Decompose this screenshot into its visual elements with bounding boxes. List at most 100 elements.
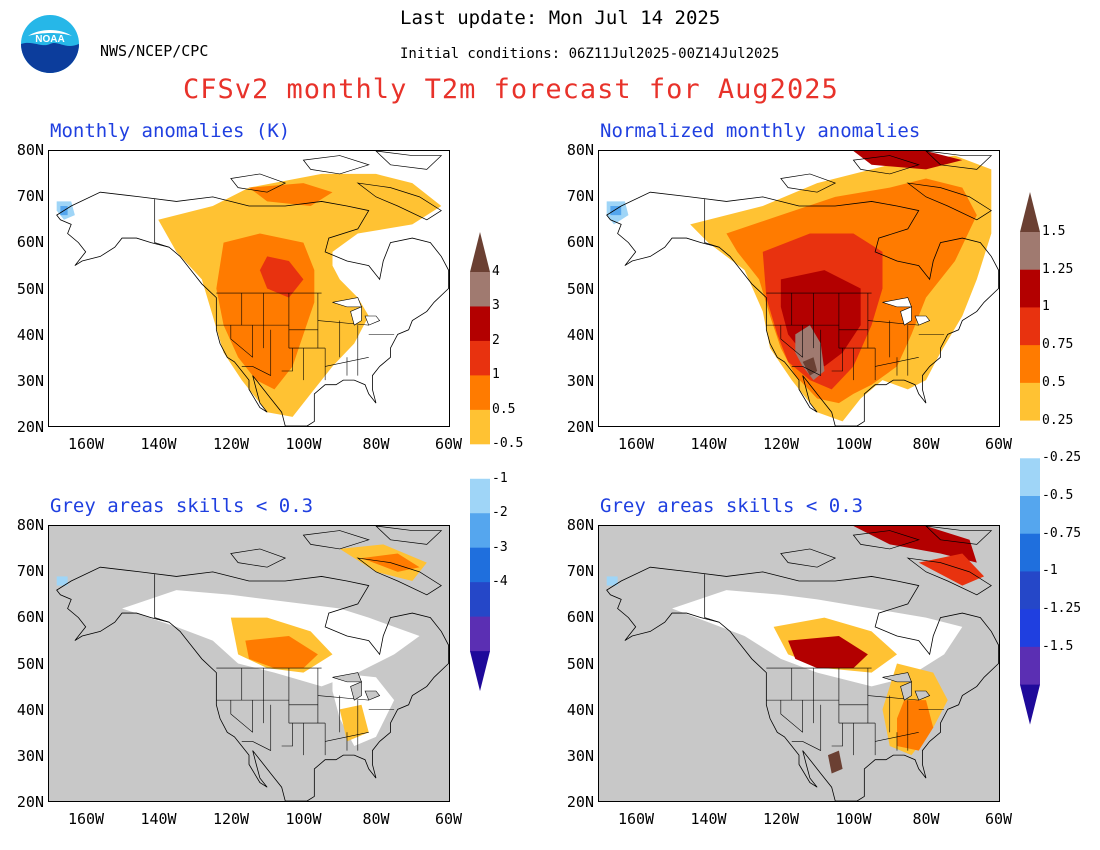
island-outline	[906, 557, 992, 596]
map-panel-skill-masked-normalized	[598, 525, 1000, 802]
lake-outline	[914, 315, 931, 326]
anomaly-region	[896, 700, 934, 751]
lat-label: 70N	[566, 562, 594, 581]
lat-label: 30N	[566, 371, 594, 390]
state-border	[317, 695, 369, 701]
lat-label: 50N	[566, 654, 594, 673]
colorbar-left-tick-label: -4	[492, 574, 508, 590]
island-outline	[925, 526, 993, 545]
colorbar-left-swatch	[470, 616, 490, 652]
last-update: Last update: Mon Jul 14 2025	[400, 7, 721, 29]
lon-label: 120W	[212, 435, 250, 453]
state-border	[791, 741, 821, 751]
page-title: CFSv2 monthly T2m forecast for Aug2025	[183, 74, 839, 105]
lon-label: 100W	[285, 435, 322, 453]
coastline	[56, 191, 449, 426]
colorbar-left-swatch	[470, 513, 490, 549]
colorbar-left-swatch	[470, 478, 490, 514]
anomaly-region	[853, 151, 963, 170]
island-outline	[906, 182, 992, 221]
anomaly-region	[259, 256, 304, 298]
svg-text:NOAA: NOAA	[35, 34, 64, 45]
colorbar-right-swatch	[1020, 571, 1040, 610]
island-outline	[925, 151, 993, 170]
island-outline	[302, 530, 370, 550]
anomaly-region	[827, 750, 843, 774]
colorbar-right-swatch	[1020, 345, 1040, 384]
colorbar-right-swatch	[1020, 420, 1040, 459]
lat-label: 20N	[16, 418, 44, 436]
colorbar-right-swatch	[1020, 307, 1040, 346]
island-outline	[852, 530, 920, 550]
colorbar-left-tick-label: 4	[492, 264, 500, 279]
colorbar-left-swatch	[470, 444, 490, 480]
colorbar-left-swatch	[470, 272, 490, 307]
island-outline	[356, 557, 442, 596]
lat-label: 30N	[16, 371, 44, 390]
anomaly-region	[853, 526, 977, 563]
island-outline	[302, 155, 370, 175]
lon-label: 100W	[835, 435, 872, 453]
state-border	[831, 723, 843, 747]
lon-label: 160W	[617, 435, 655, 453]
map-panel-skill-masked-anomalies	[48, 525, 450, 802]
lat-label: 60N	[566, 233, 594, 252]
island-outline	[780, 173, 837, 193]
panel-title-top-left: Monthly anomalies (K)	[50, 120, 291, 142]
lat-label: 70N	[566, 187, 594, 206]
colorbar-right-swatch	[1020, 496, 1040, 535]
state-border	[867, 695, 919, 701]
lat-label: 20N	[16, 793, 44, 811]
colorbar-left-tick-label: -2	[492, 505, 508, 521]
island-outline	[375, 151, 443, 170]
state-border	[281, 348, 293, 372]
colorbar-right-tick-label: 1	[1042, 299, 1050, 315]
colorbar-right-tick-label: 1.25	[1042, 261, 1074, 277]
colorbar-right-tick-label: -0.25	[1042, 450, 1082, 466]
lon-label: 60W	[434, 435, 463, 453]
state-border	[230, 700, 253, 733]
colorbar-left-tick-label: -0.5	[492, 436, 524, 452]
colorbar-left-tick-label: 2	[492, 332, 500, 348]
lake-outline	[900, 306, 912, 326]
colorbar-left-arrow-top	[470, 232, 490, 272]
anomaly-region	[918, 553, 985, 586]
agency-label: NWS/NCEP/CPC	[100, 42, 209, 60]
colorbar-right-tick-label: -1.5	[1042, 638, 1074, 654]
colorbar-left-tick-label: 3	[492, 298, 500, 314]
lon-label: 160W	[67, 810, 105, 828]
colorbar-right-swatch	[1020, 458, 1040, 497]
lon-label: 100W	[835, 810, 872, 828]
state-border	[831, 348, 843, 372]
colorbar-right-tick-label: -1.25	[1042, 601, 1082, 617]
lon-label: 160W	[67, 435, 105, 453]
colorbar-left-tick-label: -1	[492, 470, 508, 486]
lat-label: 50N	[16, 654, 44, 673]
colorbar-right-swatch	[1020, 646, 1040, 686]
lon-label: 140W	[140, 810, 177, 828]
lat-label: 50N	[566, 279, 594, 298]
colorbar-left-tick-label: 1	[492, 367, 500, 383]
lon-label: 60W	[984, 435, 1013, 453]
border-line	[704, 199, 720, 248]
colorbar-normalized	[1020, 192, 1040, 740]
colorbar-right-tick-label: -0.5	[1042, 488, 1074, 503]
lon-label: 80W	[362, 435, 390, 453]
lon-label: 60W	[434, 810, 463, 828]
lat-label: 80N	[16, 141, 44, 159]
lake-outline	[350, 681, 362, 701]
colorbar-right-tick-label: 0.25	[1042, 412, 1074, 428]
lake-outline	[350, 306, 362, 326]
island-outline	[230, 173, 287, 193]
lat-label: 70N	[16, 187, 44, 206]
lat-label: 30N	[16, 746, 44, 765]
colorbar-right-tick-label: -1	[1042, 563, 1058, 579]
coastline	[606, 191, 999, 426]
colorbar-right-tick-label: 1.5	[1042, 224, 1066, 239]
colorbar-anomalies	[470, 232, 490, 700]
initial-conditions: Initial conditions: 06Z11Jul2025-00Z14Ju…	[400, 46, 780, 62]
lake-outline	[364, 690, 381, 701]
state-border	[241, 366, 271, 376]
lat-label: 80N	[16, 516, 44, 534]
island-outline	[230, 548, 287, 568]
